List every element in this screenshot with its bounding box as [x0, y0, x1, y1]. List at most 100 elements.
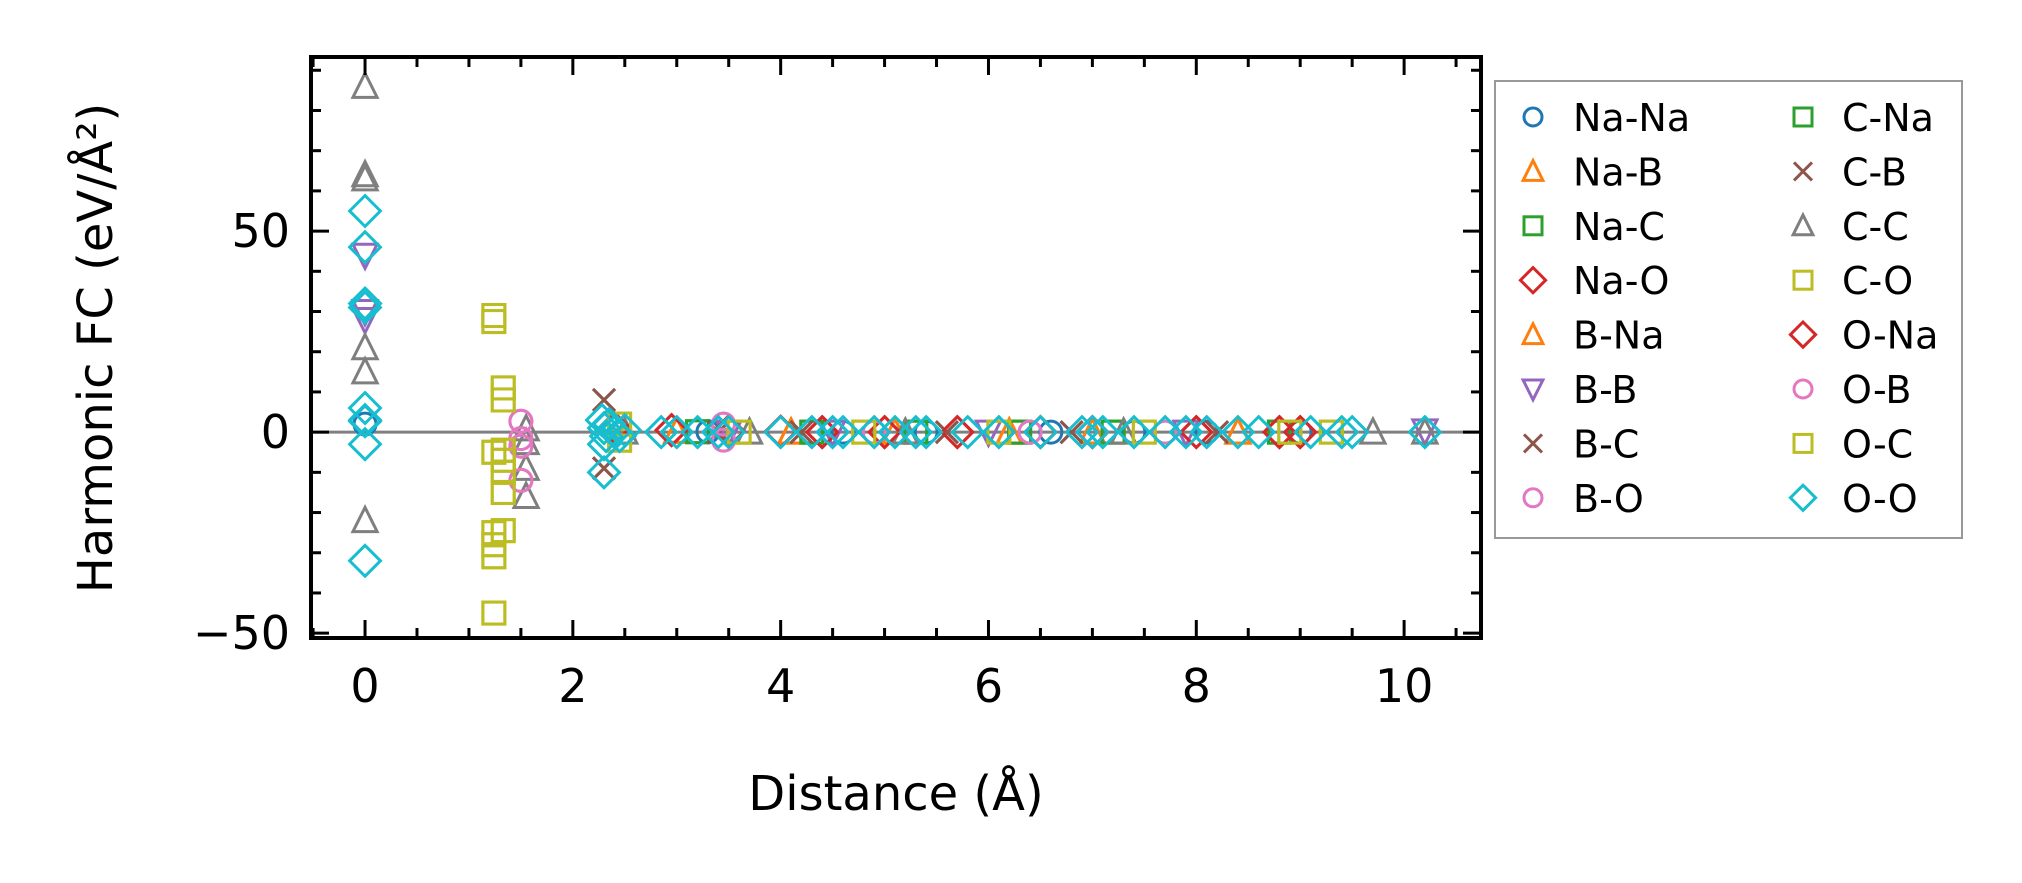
data-point: [347, 403, 383, 439]
data-point: [347, 229, 383, 265]
x-marker-icon: [1792, 161, 1814, 182]
data-point: [481, 544, 507, 570]
legend-label: O-B: [1842, 368, 1911, 412]
data-point: [350, 355, 380, 385]
x-tick-label: 0: [350, 659, 379, 713]
data-point: [1407, 414, 1443, 450]
data-point: [350, 69, 380, 99]
data-point: [1241, 414, 1277, 450]
data-markers: [347, 69, 1443, 626]
legend-item: C-C: [1790, 205, 1909, 249]
triangle-up-marker-icon: [1520, 320, 1546, 346]
data-point: [347, 543, 383, 579]
data-point: [934, 420, 959, 445]
data-point: [1205, 420, 1230, 445]
diamond-marker-icon: [1788, 319, 1818, 350]
data-point: [1282, 414, 1318, 450]
y-tick-labels: −50 0 50: [193, 204, 290, 660]
data-point: [490, 387, 516, 413]
data-point: [1085, 414, 1121, 450]
data-point: [347, 390, 383, 426]
data-point: [490, 518, 516, 544]
data-point: [1077, 415, 1107, 445]
data-point: [711, 414, 747, 450]
series-o-o: [347, 193, 1443, 579]
data-point: [939, 414, 975, 450]
data-point: [490, 459, 516, 485]
square-marker-icon: [1792, 432, 1814, 454]
data-point: [481, 600, 507, 626]
data-point: [350, 162, 380, 192]
data-point: [825, 414, 861, 450]
legend-item: O-O: [1788, 477, 1918, 521]
data-point: [347, 289, 383, 326]
data-point: [1022, 414, 1058, 450]
x-axis-label: Distance (Å): [748, 765, 1043, 822]
legend-item: O-C: [1792, 422, 1913, 466]
square-marker-icon: [1522, 215, 1544, 237]
axes-frame: [309, 55, 1483, 640]
triangle-down-marker-icon: [1520, 378, 1546, 404]
legend-item: B-O: [1522, 477, 1644, 521]
data-point: [763, 414, 799, 450]
data-point: [591, 387, 617, 413]
square-marker-icon: [1792, 269, 1814, 291]
data-point: [481, 439, 507, 465]
circle-marker-icon: [1792, 378, 1814, 400]
legend-label: Na-C: [1573, 205, 1665, 249]
legend-label: Na-Na: [1573, 96, 1690, 140]
data-point: [1277, 419, 1303, 445]
legend-label: C-C: [1842, 205, 1909, 249]
triangle-up-marker-icon: [1520, 157, 1546, 182]
x-tick-labels: 0 2 4 6 8 10: [350, 659, 1433, 713]
plot-area: [311, 69, 1481, 626]
data-point: [1324, 414, 1360, 450]
legend-item: Na-B: [1520, 150, 1663, 194]
data-point: [347, 426, 383, 462]
data-point: [481, 309, 507, 335]
x-tick-label: 4: [766, 659, 795, 713]
legend-item: O-B: [1792, 368, 1911, 412]
legend-label: C-O: [1842, 259, 1913, 303]
data-point: [789, 420, 814, 445]
y-tick-label: −50: [193, 606, 290, 660]
diamond-marker-icon: [1518, 265, 1548, 295]
data-point: [350, 307, 380, 337]
legend: Na-Na Na-B Na-C Na-O B-Na B-B B-C B-O C-Na C-B C-C…: [1494, 80, 1963, 539]
data-point: [591, 456, 617, 481]
y-axis-label: Harmonic FC (eV/Å²): [67, 103, 124, 593]
legend-item: B-B: [1520, 368, 1638, 412]
data-point: [981, 414, 1017, 450]
data-point: [607, 412, 643, 448]
series-o-c: [481, 303, 1344, 626]
data-point: [986, 419, 1012, 445]
legend-label: B-B: [1573, 368, 1638, 412]
data-point: [1410, 415, 1440, 445]
x-marker-icon: [1522, 433, 1544, 454]
legend-box: [1494, 80, 1963, 539]
data-point: [950, 414, 986, 450]
legend-item: C-Na: [1792, 96, 1934, 140]
y-tick-label: 50: [231, 204, 290, 258]
legend-item: Na-C: [1522, 205, 1665, 249]
data-point: [508, 433, 534, 459]
legend-item: C-O: [1792, 259, 1913, 303]
data-point: [908, 414, 944, 450]
data-point: [511, 451, 541, 481]
legend-item: Na-Na: [1522, 96, 1690, 140]
x-tick-label: 10: [1375, 659, 1434, 713]
data-point: [1318, 419, 1344, 445]
data-point: [347, 193, 383, 229]
data-point: [700, 414, 736, 450]
data-point: [1116, 414, 1152, 450]
circle-marker-icon: [1522, 106, 1544, 128]
legend-item: O-Na: [1788, 314, 1938, 358]
legend-label: C-B: [1842, 150, 1907, 194]
legend-item: B-C: [1522, 422, 1639, 466]
data-point: [586, 426, 622, 462]
square-marker-icon: [1792, 106, 1814, 128]
legend-label: O-C: [1842, 422, 1913, 466]
legend-item: Na-O: [1518, 259, 1669, 303]
legend-label: Na-B: [1573, 150, 1663, 194]
